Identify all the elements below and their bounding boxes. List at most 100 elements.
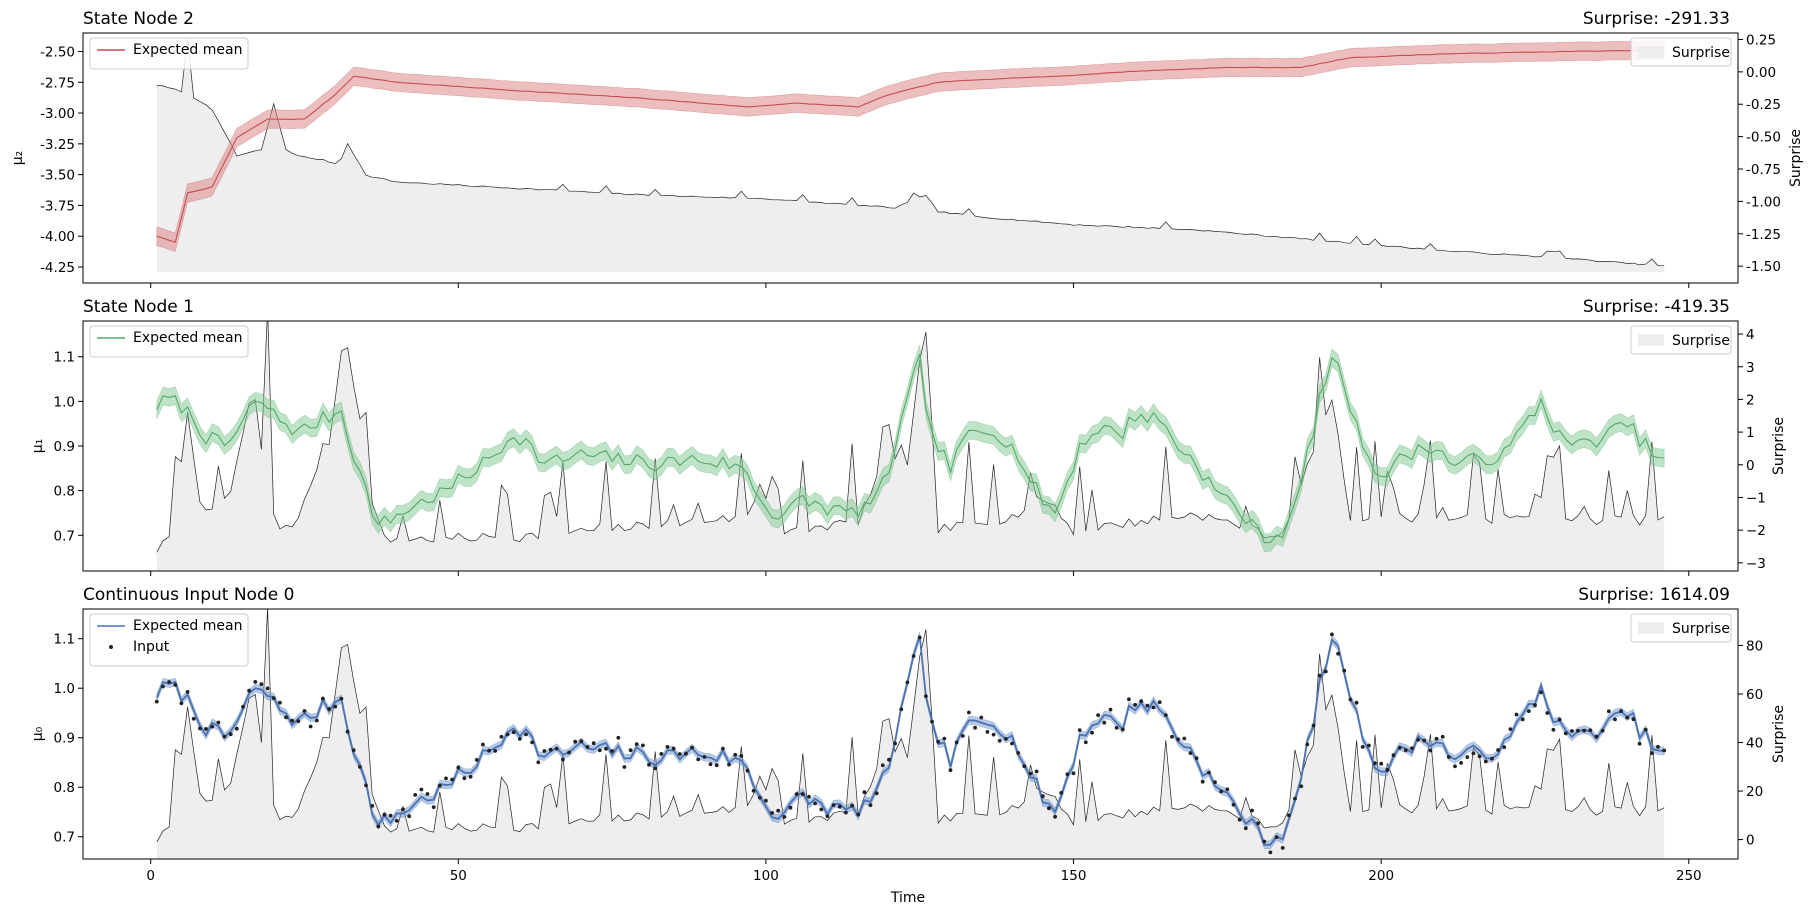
input-point [1170, 734, 1174, 739]
input-point [161, 684, 165, 689]
input-point [1576, 728, 1580, 733]
input-point [1127, 697, 1131, 702]
y-right-tick-label: 0 [1746, 833, 1755, 849]
x-tick-label: 250 [1676, 868, 1702, 884]
surprise-line [156, 38, 1665, 267]
input-point [1502, 745, 1507, 750]
legend-entry: Expected mean [133, 330, 242, 346]
y-right-label: Surprise [1771, 705, 1787, 763]
input-point [167, 680, 172, 684]
input-point [647, 762, 651, 767]
input-point [708, 762, 713, 767]
input-point [204, 727, 208, 731]
input-point [616, 735, 621, 740]
input-point [1373, 761, 1377, 765]
input-point [1237, 817, 1242, 822]
input-point [954, 740, 959, 745]
input-point [1028, 771, 1033, 776]
input-point [154, 699, 159, 704]
input-point [1077, 728, 1082, 732]
input-point [1219, 789, 1224, 794]
plot-area [156, 38, 1665, 273]
input-point [591, 741, 596, 746]
input-point [1071, 771, 1076, 776]
input-point [1637, 741, 1642, 746]
input-point [1274, 835, 1279, 839]
input-point [573, 739, 578, 744]
input-point [807, 794, 811, 799]
input-point [659, 752, 664, 756]
input-point [185, 690, 190, 694]
input-point [1311, 723, 1316, 728]
state-node-1-title: State Node 1 [83, 297, 194, 317]
legend-right [1630, 37, 1732, 67]
y-left-tick-label: 0.7 [54, 830, 75, 846]
input-point [1040, 794, 1045, 799]
input-point [474, 758, 479, 762]
y-right-tick-label: −3 [1746, 556, 1766, 572]
input-point [1133, 702, 1137, 707]
input-point [985, 730, 990, 734]
input-point [308, 724, 313, 729]
input-point [610, 749, 614, 753]
input-point [893, 741, 897, 746]
input-point [604, 746, 608, 751]
input-point [1305, 742, 1310, 747]
input-point [468, 774, 473, 779]
input-point [1643, 727, 1648, 732]
input-point [358, 765, 362, 769]
input-point [561, 757, 565, 762]
input-point [745, 768, 750, 773]
y-left-tick-label: 0.9 [54, 439, 75, 455]
input-point [370, 804, 375, 808]
input-point [1348, 697, 1353, 702]
input-point [1379, 761, 1384, 766]
input-point [702, 755, 707, 759]
plot-frame [82, 608, 1739, 860]
input-point [1047, 806, 1051, 811]
input-point [1096, 713, 1100, 717]
input-point [1145, 703, 1150, 708]
legend-entry: Expected mean [133, 618, 242, 634]
input-point [364, 783, 368, 788]
input-point [1600, 728, 1605, 733]
y-left-tick-label: 1.0 [54, 394, 75, 410]
input-point [948, 768, 953, 773]
input-point [1256, 821, 1260, 826]
y-left-tick-label: 1.0 [54, 681, 75, 697]
input-point [351, 748, 356, 753]
input-point [1004, 737, 1008, 741]
state-node-1-surprise-total: Surprise: -419.35 [1583, 297, 1730, 317]
input-point [622, 765, 627, 769]
input-point [930, 719, 934, 724]
y-left-tick-label: -4.25 [40, 260, 75, 276]
input-point [788, 805, 793, 810]
input-point [887, 757, 891, 762]
input-point [585, 745, 590, 749]
input-point [997, 738, 1002, 743]
y-left-label: μ₁ [30, 439, 46, 454]
input-point [296, 719, 301, 724]
input-point [874, 791, 879, 796]
input-point [1545, 711, 1550, 715]
input-point [751, 788, 756, 793]
input-point [173, 683, 178, 687]
input-point [776, 808, 781, 813]
input-point [376, 824, 381, 829]
input-point [837, 804, 842, 809]
input-point [579, 739, 584, 744]
y-left-tick-label: 0.8 [54, 780, 75, 796]
input-point [1336, 651, 1340, 656]
input-point [216, 720, 221, 725]
surprise-area [156, 39, 1665, 273]
input-point [290, 718, 295, 723]
y-right-tick-label: 1 [1746, 425, 1755, 441]
y-left-tick-label: -3.75 [40, 198, 75, 214]
expected-mean-line [155, 635, 1665, 846]
input-point [278, 700, 282, 705]
input-point [388, 813, 393, 818]
input-point [1391, 753, 1396, 758]
input-point [542, 749, 547, 753]
input-point [524, 732, 528, 737]
y-right-label: Surprise [1771, 417, 1787, 475]
